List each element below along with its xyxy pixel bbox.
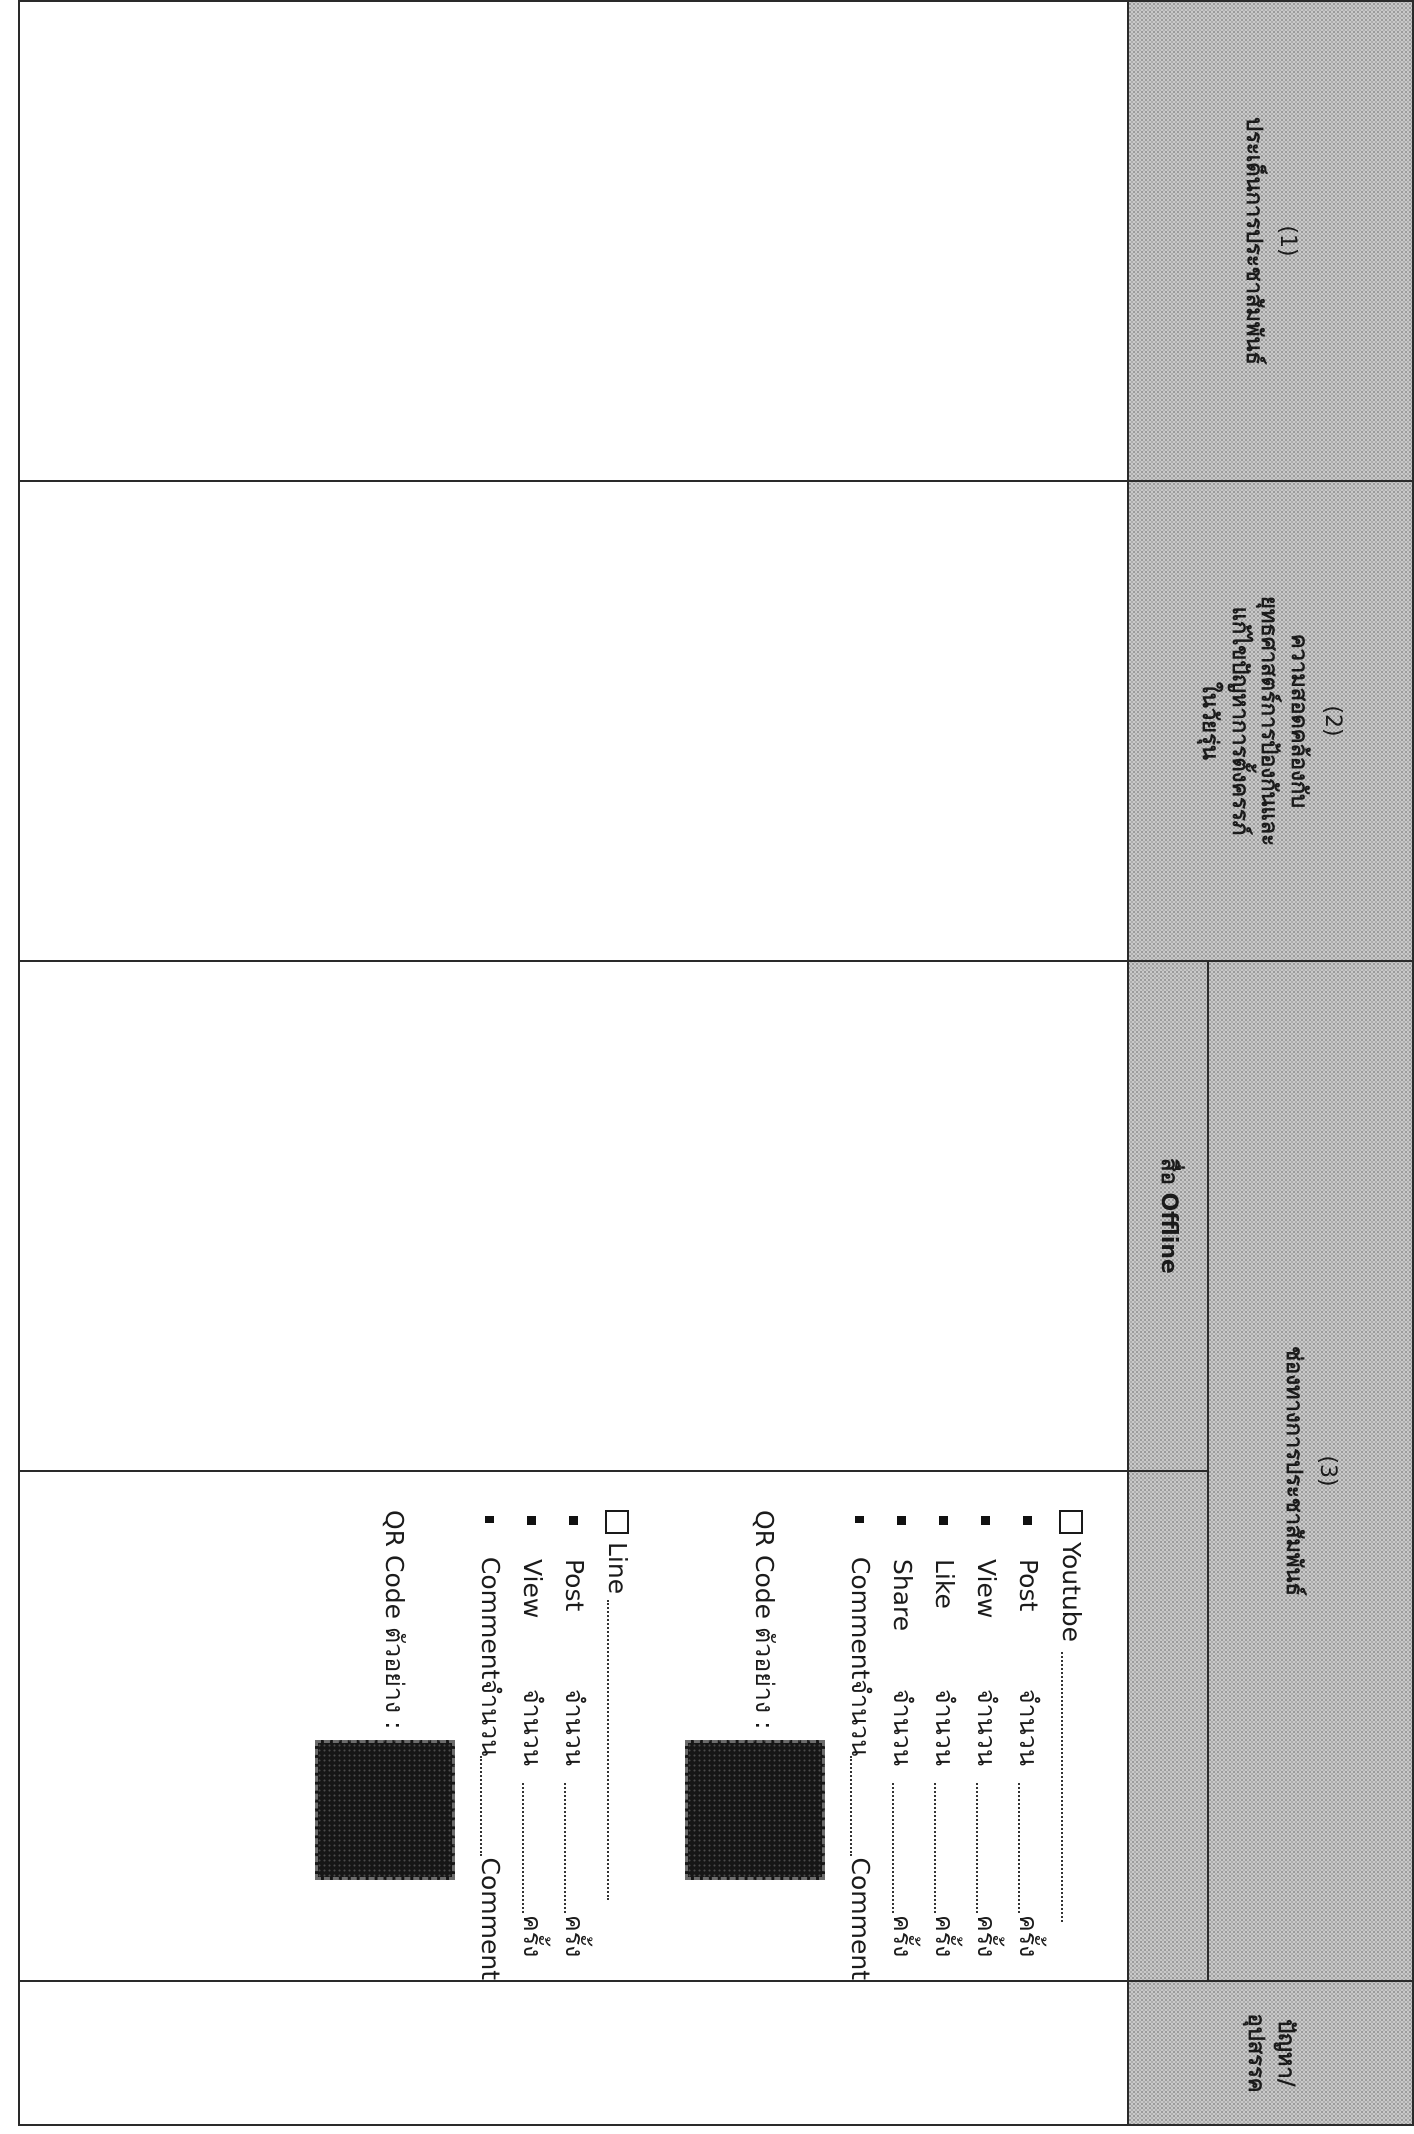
metric-fill-line[interactable]: [976, 1783, 996, 1913]
col2-line3: แก้ไขปัญหาการตั้งครรภ์: [1226, 606, 1252, 836]
qr-label: QR Code ตัวอย่าง :: [380, 1510, 409, 1730]
metric-count-word: จำนวน: [846, 1679, 875, 1757]
line-checkbox[interactable]: [605, 1510, 629, 1534]
bullet-icon: [527, 1516, 537, 1525]
col2-line4: ในวัยรุ่น: [1196, 682, 1222, 760]
col2-number: (2): [1319, 705, 1345, 737]
line-fill-line[interactable]: [607, 1600, 627, 1901]
metric-label: Comment: [476, 1556, 505, 1680]
metric-count-word: จำนวน: [518, 1689, 547, 1766]
col4-body: [19, 1981, 1128, 2126]
col2-line2: ยุทธศาสตร์การป้องกันและ: [1256, 596, 1282, 846]
metric-count-word: จำนวน: [930, 1689, 959, 1766]
metric-label: View: [518, 1559, 547, 1619]
qr-code-image: [685, 1739, 825, 1880]
metric-fill-line[interactable]: [480, 1756, 500, 1856]
bullet-icon: [897, 1516, 907, 1525]
metric-label: Post: [1014, 1559, 1043, 1612]
col3-number: (3): [1315, 1455, 1341, 1487]
col2-header: (2) ความสอดคล้องกับ ยุทธศาสตร์การป้องกัน…: [1128, 481, 1413, 961]
metric-unit: ครั้ง: [888, 1915, 917, 1958]
metric-label: Like: [930, 1559, 959, 1609]
metric-unit: ครั้ง: [560, 1915, 589, 1958]
col3-header: (3) ช่องทางการประชาสัมพันธ์: [1208, 961, 1413, 1982]
metric-label: View: [972, 1559, 1001, 1619]
qr-label: QR Code ตัวอย่าง :: [750, 1510, 779, 1730]
metric-unit: Comment: [476, 1857, 505, 1981]
metric-unit: ครั้ง: [1014, 1915, 1043, 1958]
bullet-icon: [485, 1516, 495, 1523]
metric-unit: ครั้ง: [930, 1915, 959, 1958]
offline-subheader: สื่อ Offline: [1128, 961, 1208, 1471]
metric-fill-line[interactable]: [850, 1756, 870, 1856]
youtube-checkbox[interactable]: [1059, 1510, 1083, 1534]
col1-title: ประเด็นการประชาสัมพันธ์: [1241, 117, 1267, 365]
metric-count-word: จำนวน: [476, 1679, 505, 1757]
metric-unit: ครั้ง: [518, 1915, 547, 1958]
metric-fill-line[interactable]: [564, 1783, 584, 1913]
col1-header: (1) ประเด็นการประชาสัมพันธ์: [1128, 1, 1413, 481]
bullet-icon: [981, 1516, 991, 1525]
publicity-report-form: (1) ประเด็นการประชาสัมพันธ์ (2) ความสอดค…: [18, 0, 1414, 2126]
metric-fill-line[interactable]: [1018, 1783, 1038, 1913]
line-label: Line: [603, 1542, 632, 1595]
line-block: Line Post จำนวนครั้ง View จำนวนครั้ง Comme…: [315, 1472, 685, 1980]
metric-count-word: จำนวน: [972, 1689, 1001, 1766]
offline-label: สื่อ Offline: [1155, 1158, 1181, 1274]
metric-label: Post: [560, 1559, 589, 1612]
metric-unit: Comment: [846, 1857, 875, 1981]
col1-number: (1): [1275, 225, 1301, 257]
online-subheader: [1128, 1471, 1208, 1982]
bullet-icon: [855, 1516, 865, 1523]
col4-header: ปัญหา/อุปสรรค: [1128, 1981, 1413, 2126]
col2-body: [19, 481, 1128, 961]
youtube-fill-line[interactable]: [1061, 1652, 1081, 1922]
col3-title: ช่องทางการประชาสัมพันธ์: [1281, 1346, 1307, 1596]
report-table: (1) ประเด็นการประชาสัมพันธ์ (2) ความสอดค…: [18, 0, 1414, 2126]
metric-fill-line[interactable]: [892, 1783, 912, 1913]
metric-label: Comment: [846, 1556, 875, 1680]
qr-code-image: [315, 1739, 455, 1880]
metric-label: Share: [888, 1559, 917, 1632]
col1-body: [19, 1, 1128, 481]
bullet-icon: [1023, 1516, 1033, 1525]
youtube-block: Youtube Post จำนวนครั้ง View จำนวนครั้ง Li…: [685, 1472, 1127, 1980]
metric-count-word: จำนวน: [560, 1689, 589, 1766]
col2-line1: ความสอดคล้องกับ: [1286, 633, 1312, 809]
bullet-icon: [569, 1516, 579, 1525]
metric-count-word: จำนวน: [888, 1689, 917, 1766]
metric-fill-line[interactable]: [934, 1783, 954, 1913]
col4-title: ปัญหา/อุปสรรค: [1243, 2013, 1299, 2093]
metric-unit: ครั้ง: [972, 1915, 1001, 1958]
bullet-icon: [939, 1516, 949, 1525]
metric-fill-line[interactable]: [522, 1783, 542, 1913]
online-body: Youtube Post จำนวนครั้ง View จำนวนครั้ง Li…: [19, 1471, 1128, 1982]
offline-body: [19, 961, 1128, 1471]
youtube-label: Youtube: [1057, 1542, 1086, 1642]
metric-count-word: จำนวน: [1014, 1689, 1043, 1766]
